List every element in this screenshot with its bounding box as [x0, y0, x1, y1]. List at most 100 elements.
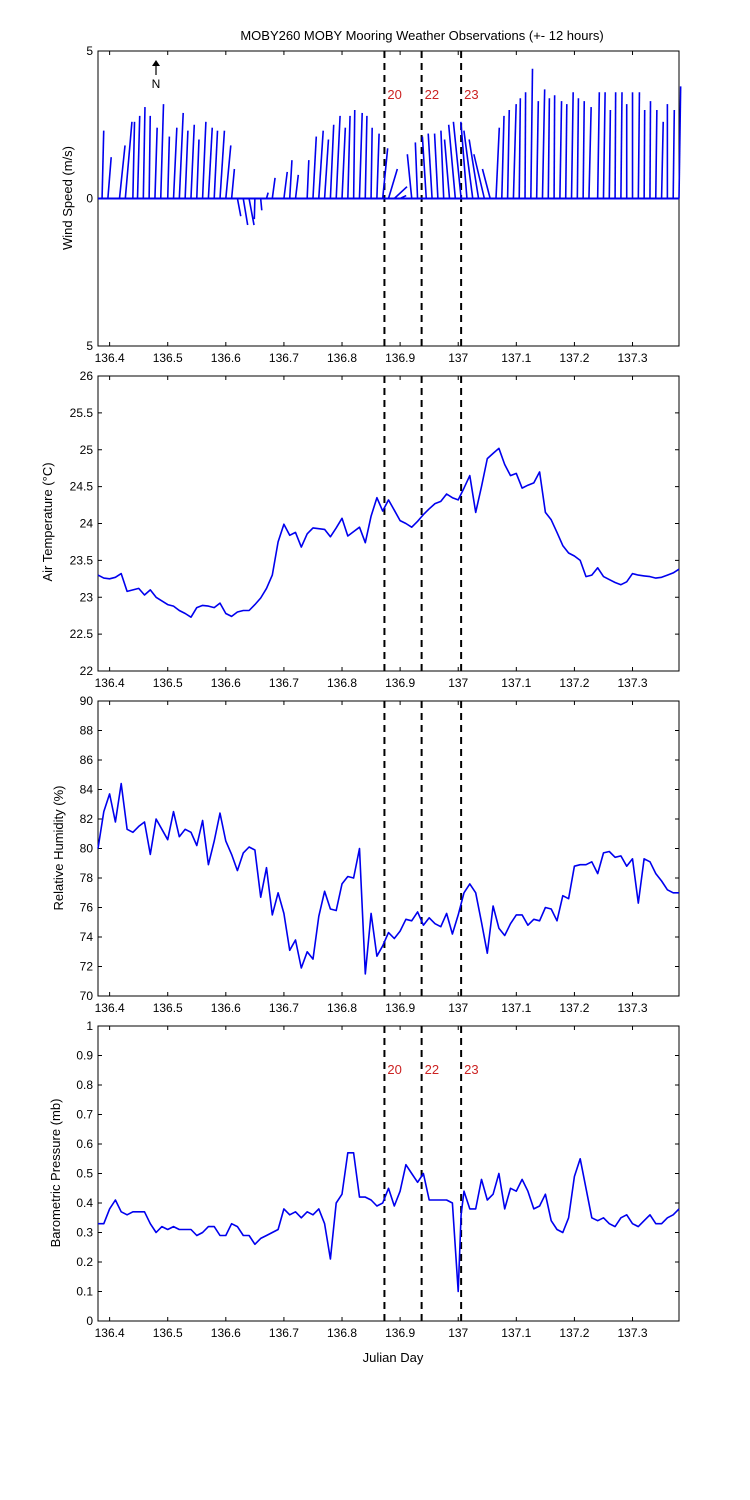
wind-stick [323, 139, 330, 199]
wind-stick [582, 101, 586, 199]
wind-stick [452, 121, 462, 199]
reference-marker-label: 23 [464, 87, 478, 102]
x-tick-label: 136.7 [269, 1001, 299, 1015]
x-tick-label: 136.4 [95, 676, 125, 690]
wind-stick [154, 127, 158, 199]
wind-stick [306, 160, 310, 199]
wind-stick [547, 98, 551, 199]
x-tick-label: 136.7 [269, 1326, 299, 1340]
wind-stick [460, 121, 468, 199]
wind-stick [421, 136, 428, 199]
wind-stick [381, 148, 389, 199]
wind-stick [468, 139, 480, 199]
wind-stick [530, 68, 534, 199]
x-tick-label: 136.6 [211, 1326, 241, 1340]
x-tick-label: 137.1 [501, 676, 531, 690]
x-tick-label: 137.3 [618, 351, 648, 365]
wind-stick [136, 115, 141, 199]
wind-stick [447, 124, 457, 199]
y-tick-label: 84 [80, 783, 94, 797]
y-tick-label: 74 [80, 930, 94, 944]
wind-stick [230, 168, 236, 199]
y-tick-label: 5 [86, 44, 93, 58]
x-tick-label: 136.6 [211, 1001, 241, 1015]
air-temp-ylabel: Air Temperature (°C) [40, 462, 55, 581]
wind-stick [427, 133, 433, 199]
y-tick-label: 70 [80, 989, 94, 1003]
wind-stick [195, 139, 200, 199]
wind-stick [588, 107, 592, 199]
x-tick-label: 136.6 [211, 676, 241, 690]
wind-stick [178, 112, 185, 199]
y-tick-label: 24.5 [70, 480, 94, 494]
wind-stick [225, 145, 232, 199]
wind-stick [166, 136, 171, 199]
wind-stick [259, 198, 263, 211]
x-tick-label: 136.9 [385, 676, 415, 690]
figure-title: MOBY260 MOBY Mooring Weather Observation… [240, 28, 603, 43]
y-tick-label: 22.5 [70, 627, 94, 641]
y-tick-label: 0 [86, 192, 93, 206]
humidity-panel: 136.4 136.5 136.6 136.7 136.8 136.9 137 137.1 13… [80, 694, 680, 1015]
wind-stick [159, 104, 165, 199]
y-tick-label: 0.2 [76, 1255, 93, 1269]
wind-stick [393, 186, 408, 200]
wind-stick [387, 168, 399, 199]
wind-stick [242, 198, 249, 226]
wind-stick [443, 139, 451, 199]
x-tick-label: 136.4 [95, 1326, 125, 1340]
x-tick-label: 137.3 [618, 1326, 648, 1340]
air-series-line [97, 447, 680, 618]
x-tick-label: 136.8 [327, 1001, 357, 1015]
y-tick-label: 0.9 [76, 1049, 93, 1063]
x-tick-label: 136.6 [211, 351, 241, 365]
wind-stick [271, 177, 276, 199]
x-tick-label: 137 [448, 1326, 468, 1340]
wind-stick [253, 198, 256, 220]
wind-stick [524, 92, 527, 199]
wind-stick [637, 92, 641, 199]
wind-stick [463, 130, 474, 199]
wind-stick [500, 115, 505, 199]
wind-stick [570, 92, 574, 199]
x-tick-label: 137.3 [618, 676, 648, 690]
north-arrow: N [152, 60, 160, 91]
wind-stick [201, 121, 207, 199]
rh-series-line [97, 782, 679, 975]
wind-stick [288, 160, 293, 199]
air-temp-panel: 136.4 136.5 136.6 136.7 136.8 136.9 137 137.1 13… [70, 369, 680, 690]
wind-stick [142, 107, 146, 199]
x-tick-label: 136.8 [327, 1326, 357, 1340]
y-tick-label: 86 [80, 753, 94, 767]
y-tick-label: 76 [80, 901, 94, 915]
wind-stick [406, 154, 413, 199]
humidity-ylabel: Relative Humidity (%) [51, 786, 66, 911]
wind-stick [440, 130, 445, 199]
y-tick-label: 78 [80, 871, 94, 885]
x-tick-label: 136.4 [95, 1001, 125, 1015]
x-tick-label: 136.5 [153, 1326, 183, 1340]
x-tick-label: 136.9 [385, 1326, 415, 1340]
wind-stick [512, 104, 517, 199]
reference-marker-label: 22 [425, 1062, 439, 1077]
x-tick-label: 137.2 [559, 1001, 589, 1015]
y-tick-label: 0.1 [76, 1285, 93, 1299]
x-tick-label: 136.5 [153, 1001, 183, 1015]
wind-stick [643, 109, 646, 199]
wind-ylabel: Wind Speed (m/s) [60, 146, 75, 250]
x-tick-label: 137 [448, 676, 468, 690]
pressure-ylabel: Barometric Pressure (mb) [48, 1099, 63, 1248]
x-tick-label: 137 [448, 351, 468, 365]
wind-stick [399, 194, 407, 200]
x-tick-label: 137.1 [501, 351, 531, 365]
wind-stick [660, 121, 665, 199]
wind-stick [294, 174, 300, 199]
x-tick-label: 136.7 [269, 351, 299, 365]
wind-stick [678, 86, 682, 199]
wind-stick [207, 127, 214, 199]
wind-stick [559, 101, 563, 199]
wind-stick [495, 127, 501, 199]
wind-stick [358, 112, 364, 199]
y-tick-label: 1 [86, 1019, 93, 1033]
